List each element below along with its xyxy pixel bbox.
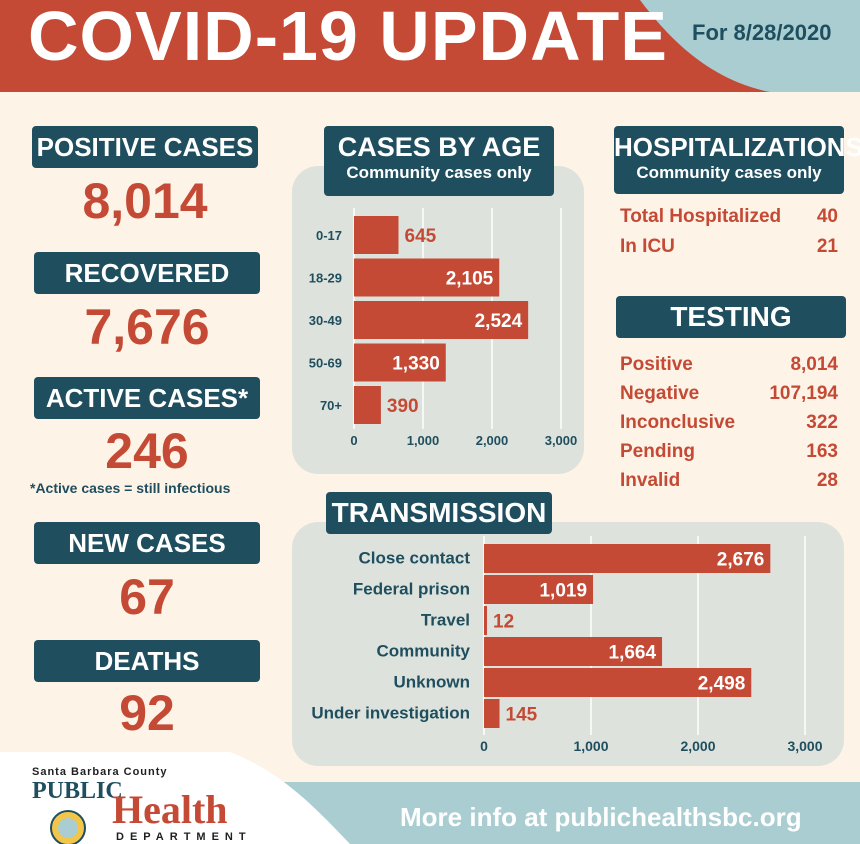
bar — [354, 386, 381, 424]
category-label: 30-49 — [309, 313, 342, 328]
org-department: DEPARTMENT — [116, 831, 252, 843]
testing-row-value: 28 — [816, 470, 838, 491]
bar-value-label: 1,019 — [539, 581, 587, 602]
org-public: PUBLIC — [32, 778, 123, 804]
axis-tick-label: 3,000 — [787, 738, 822, 754]
active-cases-footnote: *Active cases = still infectious — [30, 480, 231, 496]
transmission-title: TRANSMISSION — [326, 492, 552, 534]
testing-row-label: Positive — [620, 354, 693, 375]
age-chart-subtitle: Community cases only — [346, 163, 532, 182]
axis-tick-label: 1,000 — [407, 433, 440, 448]
axis-tick-label: 3,000 — [545, 433, 578, 448]
bar-value-label: 145 — [506, 705, 538, 726]
bar — [354, 258, 500, 297]
header-accent-shape — [640, 0, 860, 92]
hosp-row-value: 40 — [816, 206, 838, 227]
testing-row-label: Inconclusive — [620, 412, 736, 433]
hospitalizations-title-box: HOSPITALIZATIONS Community cases only — [614, 126, 860, 194]
bar — [484, 699, 500, 728]
testing-title: TESTING — [616, 296, 846, 338]
age-chart: 0 1,000 2,000 3,000 0-17 645 18-29 2,105 30-49 2,… — [309, 208, 578, 448]
bar-value-label: 1,330 — [392, 354, 440, 375]
org-county: Santa Barbara County — [32, 766, 168, 778]
bar — [354, 343, 446, 382]
bar-value-label: 645 — [405, 226, 437, 247]
bar — [484, 637, 663, 666]
bar-value-label: 2,676 — [717, 550, 765, 571]
bar-value-label: 2,524 — [475, 311, 523, 332]
testing-row-value: 163 — [806, 441, 838, 462]
hospitalizations-subtitle: Community cases only — [636, 163, 822, 182]
axis-tick-label: 2,000 — [680, 738, 715, 754]
bar — [484, 575, 594, 604]
logo-backdrop — [0, 752, 350, 844]
axis-tick-label: 0 — [480, 738, 488, 754]
testing-row-label: Pending — [620, 441, 695, 462]
testing-row-label: Invalid — [620, 470, 681, 491]
category-label: Travel — [421, 611, 470, 630]
bar-value-label: 390 — [387, 396, 419, 417]
recovered-label: RECOVERED — [34, 252, 260, 294]
new-cases-value: 67 — [119, 569, 175, 625]
testing-row-value: 322 — [806, 412, 838, 433]
category-label: 18-29 — [309, 271, 342, 286]
org-health: Health — [112, 787, 228, 832]
category-label: 0-17 — [316, 228, 342, 243]
report-date: For 8/28/2020 — [692, 20, 832, 45]
deaths-value: 92 — [119, 685, 175, 741]
bar-value-label: 2,105 — [446, 269, 494, 290]
page-title: COVID-19 UPDATE — [28, 0, 668, 75]
axis-tick-label: 2,000 — [476, 433, 509, 448]
bar — [354, 301, 529, 339]
hosp-row-label: Total Hospitalized — [620, 206, 782, 227]
deaths-label: DEATHS — [34, 640, 260, 682]
testing-row-value: 8,014 — [790, 354, 838, 375]
bar-value-label: 12 — [493, 612, 514, 633]
active-cases-value: 246 — [105, 423, 189, 479]
category-label: 70+ — [320, 398, 342, 413]
category-label: Under investigation — [311, 704, 470, 723]
hosp-row-label: In ICU — [620, 236, 675, 257]
category-label: 50-69 — [309, 356, 342, 371]
recovered-value: 7,676 — [84, 299, 210, 355]
category-label: Community — [377, 642, 471, 661]
active-cases-label: ACTIVE CASES* — [34, 377, 260, 419]
age-chart-title-box: CASES BY AGE Community cases only — [324, 126, 554, 196]
bar — [484, 544, 771, 573]
testing-row-value: 107,194 — [769, 383, 838, 404]
bar — [354, 216, 399, 254]
age-chart-title: CASES BY AGE — [337, 132, 541, 162]
category-label: Unknown — [394, 673, 471, 692]
footer-more-info: More info at publichealthsbc.org — [400, 802, 802, 832]
hospitalizations-title: HOSPITALIZATIONS — [614, 132, 860, 162]
hosp-row-value: 21 — [816, 236, 838, 257]
positive-cases-value: 8,014 — [82, 173, 208, 229]
axis-tick-label: 0 — [350, 433, 357, 448]
category-label: Federal prison — [353, 580, 470, 599]
bar-value-label: 2,498 — [698, 674, 746, 695]
bar — [484, 606, 487, 635]
new-cases-label: NEW CASES — [34, 522, 260, 564]
category-label: Close contact — [359, 549, 471, 568]
positive-cases-label: POSITIVE CASES — [32, 126, 258, 168]
testing-row-label: Negative — [620, 383, 700, 404]
county-seal-icon — [50, 810, 86, 844]
bar-value-label: 1,664 — [609, 643, 657, 664]
axis-tick-label: 1,000 — [573, 738, 608, 754]
bar — [484, 668, 752, 697]
transmission-chart: 0 1,000 2,000 3,000 Close contact 2,676 Federa… — [311, 536, 823, 754]
